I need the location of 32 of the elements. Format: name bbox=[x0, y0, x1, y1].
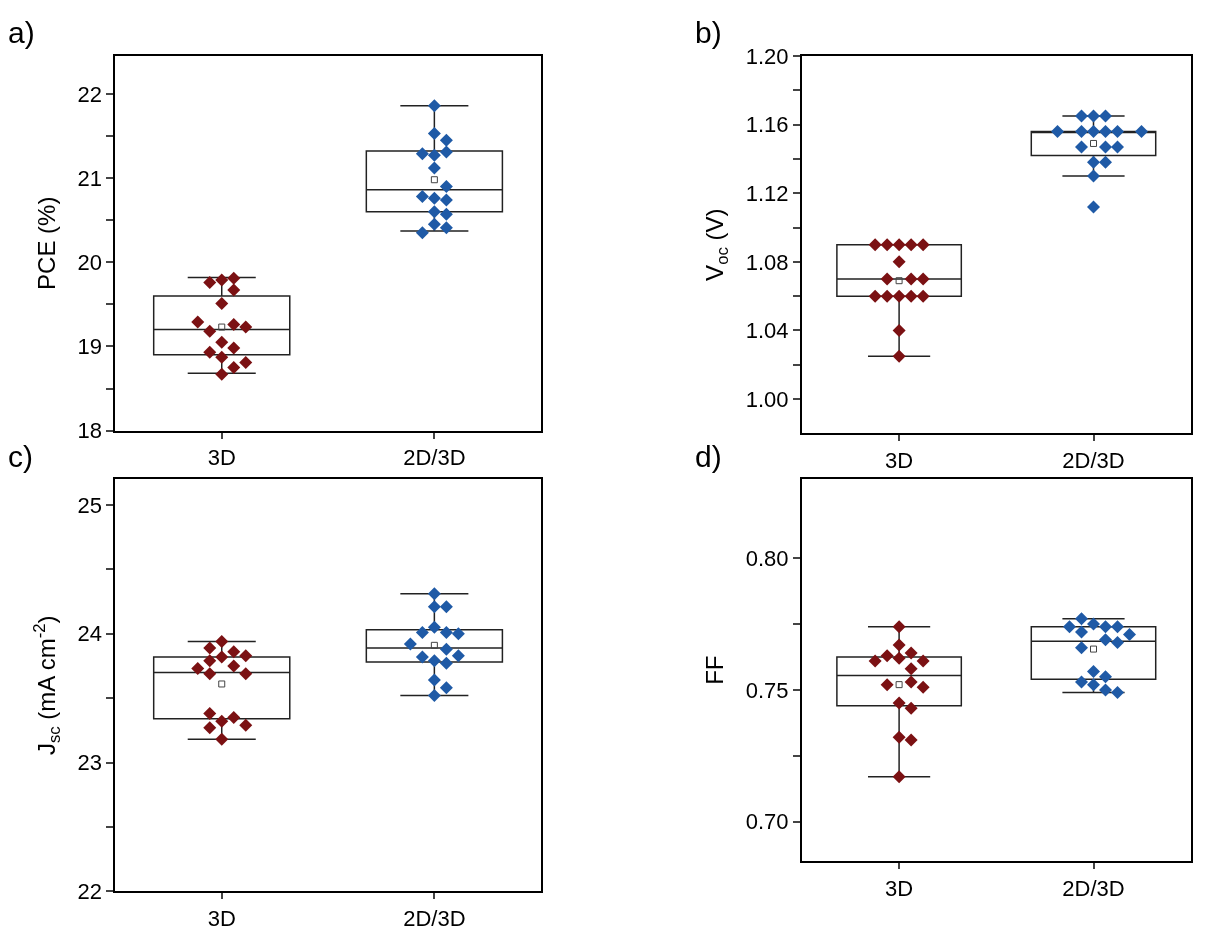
x-tick-label: 2D/3D bbox=[403, 905, 466, 931]
y-tick-label: 23 bbox=[77, 750, 103, 776]
y-tick-label: 1.04 bbox=[745, 318, 789, 344]
x-tick-label: 3D bbox=[885, 875, 914, 901]
y-tick-label: 1.20 bbox=[745, 43, 789, 69]
y-tick-label: 0.75 bbox=[745, 677, 789, 703]
x-tick-label: 3D bbox=[885, 447, 914, 473]
y-tick-label: 18 bbox=[77, 418, 103, 444]
y-axis-title: FF bbox=[701, 655, 729, 685]
y-tick-label: 1.16 bbox=[745, 112, 789, 138]
text: c) bbox=[8, 440, 33, 473]
y-tick-label: 21 bbox=[77, 165, 103, 191]
y-tick-label: 1.12 bbox=[745, 180, 789, 206]
text: b) bbox=[695, 16, 722, 49]
x-tick-label: 3D bbox=[207, 905, 236, 931]
y-tick-label: 1.00 bbox=[745, 386, 789, 412]
x-tick-label: 2D/3D bbox=[403, 445, 466, 471]
text: d) bbox=[695, 440, 722, 473]
y-tick-label: 0.70 bbox=[745, 809, 789, 835]
y-axis-title: PCE (%) bbox=[33, 196, 61, 290]
text: a) bbox=[8, 16, 35, 49]
y-tick-label: 22 bbox=[77, 81, 103, 107]
x-tick-label: 3D bbox=[207, 445, 236, 471]
x-tick-label: 2D/3D bbox=[1062, 875, 1125, 901]
y-tick-label: 1.08 bbox=[745, 249, 789, 275]
y-tick-label: 0.80 bbox=[745, 545, 789, 571]
y-tick-label: 22 bbox=[77, 879, 103, 905]
y-tick-label: 24 bbox=[77, 621, 103, 647]
y-tick-label: 25 bbox=[77, 492, 103, 518]
y-tick-label: 20 bbox=[77, 249, 103, 275]
x-tick-label: 2D/3D bbox=[1062, 447, 1125, 473]
y-tick-label: 19 bbox=[77, 334, 103, 360]
